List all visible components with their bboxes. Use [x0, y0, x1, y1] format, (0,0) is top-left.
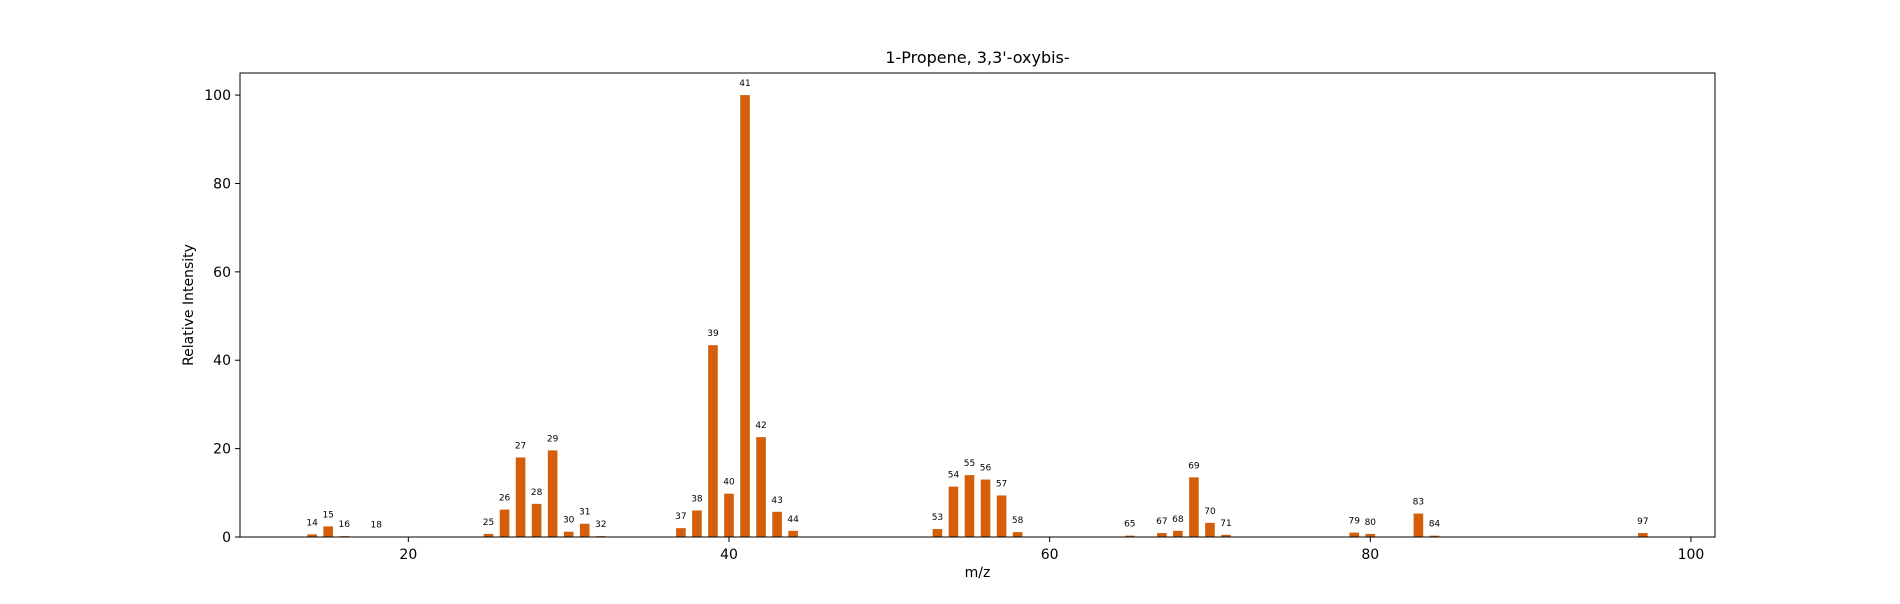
- bar-mz-37: [676, 528, 686, 537]
- bar-mz-68: [1173, 531, 1183, 537]
- bar-mz-44: [788, 531, 798, 537]
- peak-label-mz-15: 15: [322, 510, 333, 520]
- peak-label-mz-80: 80: [1365, 518, 1377, 528]
- peak-label-mz-84: 84: [1429, 520, 1441, 530]
- peak-label-mz-68: 68: [1172, 515, 1184, 525]
- peak-label-mz-97: 97: [1637, 517, 1648, 527]
- peak-label-mz-27: 27: [515, 441, 526, 451]
- peak-label-mz-16: 16: [338, 520, 350, 530]
- bar-mz-54: [949, 487, 959, 537]
- peak-label-mz-38: 38: [691, 494, 703, 504]
- bar-mz-83: [1414, 514, 1424, 537]
- bar-mz-28: [532, 504, 542, 537]
- peak-label-mz-56: 56: [980, 464, 992, 474]
- peak-label-mz-39: 39: [707, 329, 719, 339]
- bar-mz-15: [323, 526, 333, 537]
- peak-label-mz-32: 32: [595, 520, 606, 530]
- bar-mz-27: [516, 457, 526, 537]
- peak-label-mz-79: 79: [1349, 517, 1361, 527]
- x-tick-label: 60: [1041, 547, 1059, 563]
- bar-mz-43: [772, 512, 782, 537]
- bar-mz-39: [708, 345, 718, 537]
- y-tick-label: 40: [213, 353, 231, 369]
- peak-label-mz-29: 29: [547, 434, 559, 444]
- peak-label-mz-31: 31: [579, 508, 590, 518]
- peak-label-mz-57: 57: [996, 479, 1007, 489]
- bar-mz-31: [580, 524, 590, 537]
- peak-label-mz-44: 44: [787, 515, 799, 525]
- peak-label-mz-37: 37: [675, 512, 686, 522]
- bar-mz-79: [1349, 533, 1359, 537]
- bar-mz-29: [548, 450, 558, 537]
- bar-mz-56: [981, 480, 991, 537]
- bar-mz-38: [692, 510, 702, 537]
- y-tick-label: 0: [222, 530, 231, 546]
- bar-mz-41: [740, 95, 750, 537]
- y-tick-label: 20: [213, 442, 231, 458]
- peak-label-mz-58: 58: [1012, 516, 1024, 526]
- peak-label-mz-71: 71: [1220, 519, 1231, 529]
- peak-label-mz-55: 55: [964, 459, 975, 469]
- chart-title: 1-Propene, 3,3'-oxybis-: [885, 48, 1069, 67]
- y-tick-label: 100: [204, 88, 231, 104]
- peak-label-mz-14: 14: [306, 518, 318, 528]
- bar-mz-40: [724, 494, 734, 537]
- peak-label-mz-54: 54: [948, 471, 960, 481]
- bar-mz-55: [965, 475, 975, 537]
- peak-label-mz-83: 83: [1413, 498, 1424, 508]
- y-tick-label: 80: [213, 176, 231, 192]
- peak-label-mz-70: 70: [1204, 507, 1216, 517]
- x-tick-label: 100: [1678, 547, 1705, 563]
- peak-label-mz-26: 26: [499, 494, 511, 504]
- bar-mz-57: [997, 495, 1007, 537]
- bar-mz-30: [564, 532, 574, 537]
- x-tick-label: 20: [399, 547, 417, 563]
- peak-label-mz-41: 41: [739, 79, 750, 89]
- bar-mz-26: [500, 510, 510, 537]
- peak-label-mz-25: 25: [483, 518, 494, 528]
- bar-mz-67: [1157, 533, 1167, 537]
- peak-label-mz-40: 40: [723, 478, 735, 488]
- y-axis-label: Relative Intensity: [181, 244, 197, 366]
- x-tick-label: 40: [720, 547, 738, 563]
- bar-mz-97: [1638, 533, 1648, 537]
- peak-label-mz-18: 18: [371, 521, 383, 531]
- bar-mz-42: [756, 437, 766, 537]
- peak-label-mz-53: 53: [932, 513, 943, 523]
- peak-label-mz-43: 43: [771, 496, 782, 506]
- bar-mz-58: [1013, 532, 1023, 537]
- y-tick-label: 60: [213, 265, 231, 281]
- peak-label-mz-30: 30: [563, 516, 575, 526]
- x-axis-label: m/z: [965, 565, 991, 581]
- peak-label-mz-67: 67: [1156, 517, 1167, 527]
- peak-label-mz-65: 65: [1124, 520, 1135, 530]
- peak-label-mz-69: 69: [1188, 461, 1200, 471]
- peak-label-mz-42: 42: [755, 421, 766, 431]
- peak-label-mz-28: 28: [531, 488, 543, 498]
- bar-mz-53: [933, 529, 943, 537]
- bar-mz-70: [1205, 523, 1215, 537]
- x-tick-label: 80: [1361, 547, 1379, 563]
- bar-mz-69: [1189, 477, 1199, 537]
